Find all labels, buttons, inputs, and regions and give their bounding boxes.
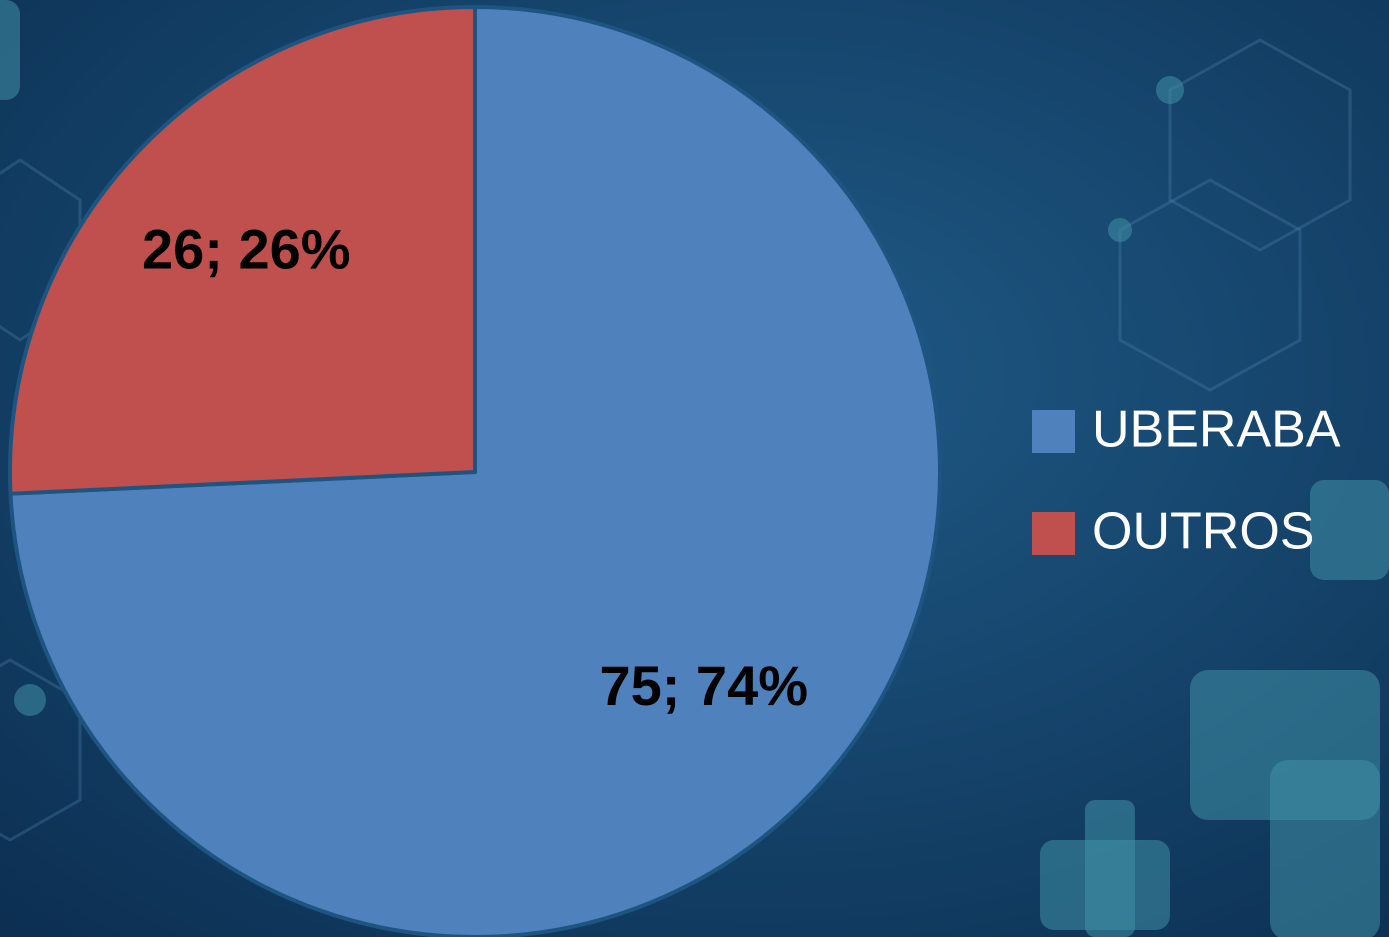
legend-swatch — [1032, 410, 1075, 453]
legend: UBERABA OUTROS — [1032, 401, 1341, 561]
legend-swatch — [1032, 512, 1075, 555]
legend-label: UBERABA — [1092, 401, 1341, 459]
pie-slice — [8, 5, 477, 496]
data-label: 26; 26% — [142, 217, 351, 280]
pie: 75; 74% 26; 26% — [8, 5, 942, 937]
legend-label: OUTROS — [1092, 503, 1314, 561]
data-label: 75; 74% — [599, 654, 808, 717]
